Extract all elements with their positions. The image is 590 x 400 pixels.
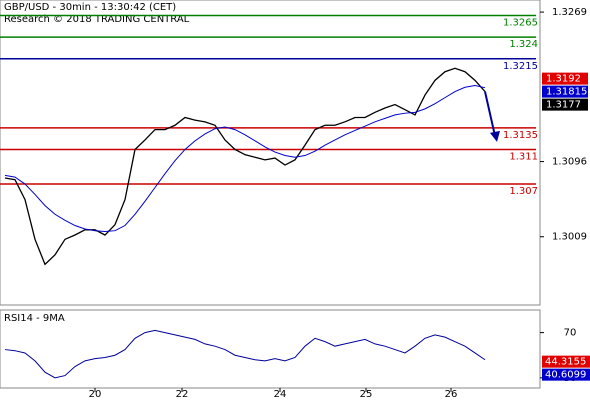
- price-box-label: 1.3192: [546, 74, 581, 85]
- level-label: 1.3215: [503, 61, 538, 72]
- rsi-title: RSI14 - 9MA: [4, 313, 65, 324]
- x-tick-label: 24: [274, 389, 287, 400]
- level-label: 1.311: [509, 151, 538, 162]
- rsi-box-label: 40.6099: [545, 370, 586, 381]
- arrow-head: [490, 130, 500, 142]
- level-label: 1.324: [509, 39, 538, 50]
- x-tick-label: 20: [89, 389, 102, 400]
- y-tick-label: 1.3269: [552, 7, 587, 18]
- rsi-box: [542, 355, 590, 368]
- rsi-box-label: 44.3155: [545, 357, 586, 368]
- level-label: 1.3135: [503, 130, 538, 141]
- y-tick-label: 1.3009: [552, 232, 587, 243]
- x-tick-label: 22: [176, 389, 189, 400]
- level-label: 1.307: [509, 186, 538, 197]
- price-box-label: 1.3177: [546, 100, 581, 111]
- price-box: [542, 85, 588, 98]
- chart-subtitle: Research © 2018 TRADING CENTRAL: [4, 14, 190, 25]
- rsi-box: [542, 368, 590, 381]
- rsi-panel: [0, 309, 541, 389]
- rsi-line: [4, 329, 486, 379]
- moving-average: [4, 85, 486, 233]
- price-line: [4, 67, 486, 266]
- rsi-tick-label: 70: [564, 328, 577, 339]
- price-box: [542, 98, 588, 111]
- x-tick-label: 26: [445, 389, 458, 400]
- chart-title: GBP/USD - 30min - 13:30:42 (CET): [4, 2, 176, 13]
- price-box-label: 1.31815: [546, 87, 587, 98]
- price-box: [542, 72, 588, 85]
- forecast-arrow: [484, 91, 496, 137]
- x-tick-label: 25: [360, 389, 373, 400]
- y-tick-label: 1.3096: [552, 157, 587, 168]
- price-panel: [0, 0, 541, 306]
- level-label: 1.3265: [503, 18, 538, 29]
